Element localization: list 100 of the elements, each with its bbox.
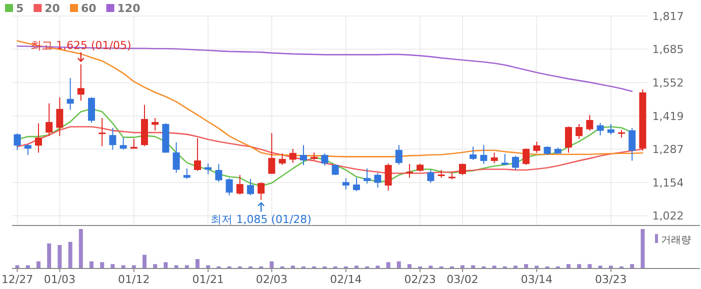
x-tick-label: 03/14 [520,273,553,286]
candlestick [88,96,95,124]
candlestick [480,144,488,164]
candlestick [258,182,265,200]
candlestick [427,169,434,184]
candlestick [194,138,201,172]
candlestick [364,168,371,184]
x-tick-label: 02/23 [404,273,436,286]
candlestick [300,144,307,166]
bar [15,265,20,268]
candlestick [247,178,254,196]
candlestick [576,124,583,140]
bar [47,243,52,268]
y-tick-label: 1,022 [652,210,684,223]
bar [196,259,200,268]
candlestick [278,152,286,166]
bar [26,265,30,268]
candlestick [109,128,116,150]
candlestick [268,132,276,174]
bar [121,265,126,268]
x-tick-label: 01/12 [118,273,150,286]
y-tick-label: 1,552 [652,76,684,90]
bar [142,254,146,268]
bar [588,264,592,268]
bar [640,229,645,268]
candlestick [183,168,190,180]
candlestick [406,163,413,178]
bar [58,244,62,268]
candlestick [628,128,636,162]
candlestick [459,162,466,176]
candlestick [342,178,350,190]
candlestick [353,177,360,192]
bar [270,261,274,268]
x-tick-label: 02/03 [256,273,288,286]
bar [174,265,178,268]
bar [386,262,390,268]
candlestick [24,144,32,156]
candlestick [321,152,328,166]
x-tick-label: 12/27 [1,273,34,286]
x-tick-label: 02/14 [330,273,362,286]
candlestick [289,148,296,164]
bar [132,265,136,268]
candlestick [607,124,614,136]
x-tick-label: 01/21 [192,273,224,286]
legend-label: 120 [117,2,141,15]
y-tick-label: 1,685 [652,43,684,56]
bar [78,229,83,268]
bar [566,264,570,268]
bar [471,265,476,268]
annotation: 최저 1,085 (01/28) [210,212,312,226]
candlestick [226,178,233,196]
candlestick [384,162,392,192]
legend-label: 5 [16,2,24,15]
candlestick [172,142,180,174]
bar [36,261,40,268]
candlestick [586,114,594,132]
candlestick [512,155,519,170]
bar [630,264,634,268]
candlestick [565,126,572,154]
candlestick [204,162,212,175]
candlestick [522,148,530,166]
bar [524,264,528,268]
bar [396,261,401,268]
bar [184,265,189,268]
x-tick-label: 03/02 [446,273,478,286]
candlestick [152,117,159,132]
x-tick-label: 03/23 [595,273,627,286]
bar [100,262,104,268]
bar [577,264,582,268]
bar [110,264,115,268]
bar [90,261,94,268]
candlestick [66,78,74,110]
candlestick [395,144,402,166]
candlestick [470,146,477,160]
candlestick [77,64,84,102]
candlestick [215,163,222,182]
x-tick-label: 01/03 [44,273,76,286]
candlestick [46,102,53,137]
bar [408,264,412,268]
y-tick-label: 1,154 [652,176,684,190]
candlestick [596,122,604,136]
legend-label: 60 [80,2,97,15]
y-tick-label: 1,817 [652,10,684,23]
candlestick [120,137,127,150]
bar [68,242,72,268]
candlestick [374,172,382,188]
candlestick [501,153,508,166]
legend-label: 거래량 [661,235,691,246]
candlestick [236,174,244,196]
candlestick [14,132,21,150]
bar [460,265,464,268]
legend-label: 20 [44,2,60,15]
candlestick [56,96,64,137]
bar [153,264,158,268]
candlestick [35,122,42,154]
candlestick [98,117,106,147]
candlestick [490,152,498,164]
candlestick [533,141,540,154]
y-tick-label: 1,419 [652,110,684,123]
bar [164,262,168,268]
